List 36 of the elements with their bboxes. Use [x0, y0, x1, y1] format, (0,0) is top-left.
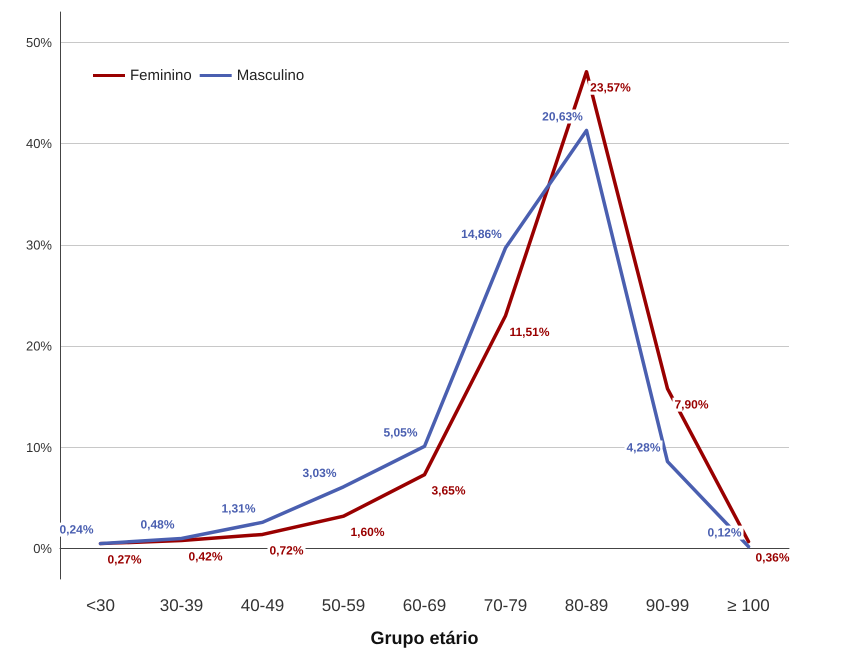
annotation: 0,72% [269, 543, 304, 558]
annotation: 11,51% [509, 324, 550, 339]
annotation: 5,05% [383, 425, 418, 440]
annotation: 7,90% [674, 398, 709, 412]
y-tick-label: 10% [26, 440, 52, 455]
annotation: 20,63% [542, 109, 584, 124]
x-tick-label: 80-89 [564, 596, 608, 615]
x-tick-label: 50-59 [322, 596, 366, 615]
y-tick-label: 30% [26, 237, 52, 252]
x-tick-label: 40-49 [240, 596, 284, 615]
annotation: 4,28% [626, 440, 661, 455]
x-tick-label: 60-69 [402, 596, 446, 615]
annotation: 1,31% [221, 501, 256, 516]
y-tick-label: 20% [26, 338, 52, 354]
annotation: 3,65% [431, 484, 466, 498]
y-tick-label: 40% [26, 136, 52, 152]
x-tick-label: ≥ 100 [727, 596, 770, 615]
x-tick-label: 70-79 [484, 596, 528, 615]
annotation: 0,24% [59, 522, 94, 537]
annotation: 0,42% [188, 550, 223, 564]
legend-label: Feminino [130, 67, 192, 84]
annotation: 0,36% [755, 550, 790, 565]
annotation: 0,12% [707, 526, 742, 540]
x-axis-title: Grupo etário [370, 628, 479, 648]
annotation: 14,86% [461, 226, 502, 241]
annotation: 0,48% [140, 518, 175, 532]
annotation: 0,27% [107, 552, 142, 567]
annotation: 3,03% [302, 466, 337, 480]
legend-label: Masculino [236, 67, 304, 84]
y-tick-label: 0% [33, 541, 52, 556]
x-tick-label: <30 [86, 596, 115, 615]
x-tick-label: 90-99 [646, 596, 690, 615]
annotation: 23,57% [590, 80, 632, 95]
x-tick-label: 30-39 [160, 596, 204, 615]
y-tick-label: 50% [26, 34, 52, 50]
annotation: 1,60% [350, 525, 385, 540]
